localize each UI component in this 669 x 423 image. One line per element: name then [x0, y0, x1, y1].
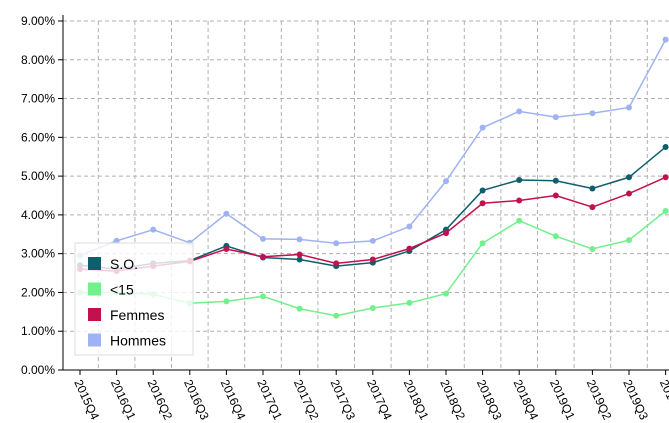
- point: [223, 210, 230, 217]
- point: [589, 246, 596, 253]
- point: [662, 36, 669, 43]
- x-tick-label: 2019Q2: [584, 377, 615, 422]
- point: [406, 245, 413, 252]
- point: [296, 256, 303, 263]
- x-tick-label: 2017Q3: [327, 377, 358, 422]
- point: [333, 312, 340, 319]
- x-tick-label: 2016Q4: [218, 377, 249, 422]
- series-line: [79, 39, 667, 257]
- point: [260, 293, 266, 300]
- point: [516, 217, 523, 224]
- point: [626, 237, 632, 244]
- point: [479, 124, 486, 131]
- point: [406, 223, 413, 230]
- x-tick-label: 2016Q2: [144, 377, 175, 422]
- y-tick-label: 2.00%: [21, 285, 55, 299]
- point: [443, 290, 449, 297]
- point: [369, 304, 376, 311]
- point: [662, 208, 669, 215]
- y-tick-label: 9.00%: [21, 14, 55, 28]
- y-tick-label: 4.00%: [21, 208, 55, 222]
- x-tick-label: 2018Q1: [401, 377, 432, 422]
- point: [552, 192, 559, 199]
- point: [406, 299, 413, 306]
- legend-label: Femmes: [110, 307, 164, 323]
- point: [552, 233, 559, 240]
- point: [552, 114, 559, 121]
- x-tick-label: 2017Q4: [364, 377, 395, 422]
- legend-swatch: [88, 282, 101, 296]
- point: [552, 177, 559, 184]
- point: [296, 305, 303, 312]
- y-tick-label: 5.00%: [21, 169, 55, 183]
- x-tick-label: 2019Q4: [657, 377, 669, 422]
- point: [296, 251, 303, 258]
- point: [333, 260, 340, 267]
- point: [516, 197, 523, 204]
- point: [479, 187, 486, 194]
- point: [479, 240, 486, 247]
- point: [443, 230, 449, 237]
- point: [589, 185, 596, 192]
- y-tick-label: 3.00%: [21, 247, 55, 261]
- y-tick-label: 1.00%: [21, 324, 55, 338]
- point: [443, 178, 449, 185]
- point: [516, 108, 523, 115]
- x-tick-label: 2017Q1: [254, 377, 285, 422]
- legend-label: <15: [110, 282, 134, 298]
- point: [223, 298, 230, 305]
- x-tick-label: 2018Q2: [437, 377, 468, 422]
- point: [369, 256, 376, 263]
- point: [296, 236, 303, 243]
- y-tick-label: 8.00%: [21, 53, 55, 67]
- x-tick-label: 2019Q1: [547, 377, 578, 422]
- y-tick-label: 6.00%: [21, 130, 55, 144]
- point: [260, 235, 266, 242]
- point: [223, 246, 230, 253]
- point: [150, 226, 157, 233]
- point: [333, 240, 340, 247]
- point: [626, 190, 632, 197]
- legend-swatch: [88, 333, 101, 347]
- legend-label: S.O.: [110, 256, 138, 272]
- legend-swatch: [88, 308, 101, 321]
- x-tick-label: 2015Q4: [71, 377, 102, 422]
- point: [626, 104, 632, 111]
- legend-swatch: [88, 257, 101, 270]
- x-tick-label: 2016Q3: [181, 377, 212, 422]
- legend: S.O. <15 Femmes Hommes: [74, 242, 194, 356]
- x-tick-label: 2016Q1: [108, 377, 139, 422]
- x-tick-label: 2017Q2: [291, 377, 322, 422]
- point: [113, 237, 120, 244]
- legend-label: Hommes: [110, 333, 166, 349]
- x-tick-label: 2018Q3: [474, 377, 505, 422]
- point: [589, 110, 596, 117]
- point: [479, 200, 486, 207]
- point: [589, 204, 596, 211]
- x-tick-label: 2018Q4: [510, 377, 541, 422]
- x-tick-label: 2019Q3: [620, 377, 651, 422]
- y-tick-label: 0.00%: [21, 363, 55, 377]
- point: [369, 237, 376, 244]
- point: [626, 174, 632, 181]
- point: [516, 176, 523, 183]
- point: [260, 253, 266, 260]
- point: [662, 174, 669, 181]
- y-tick-label: 7.00%: [21, 92, 55, 106]
- point: [662, 144, 669, 151]
